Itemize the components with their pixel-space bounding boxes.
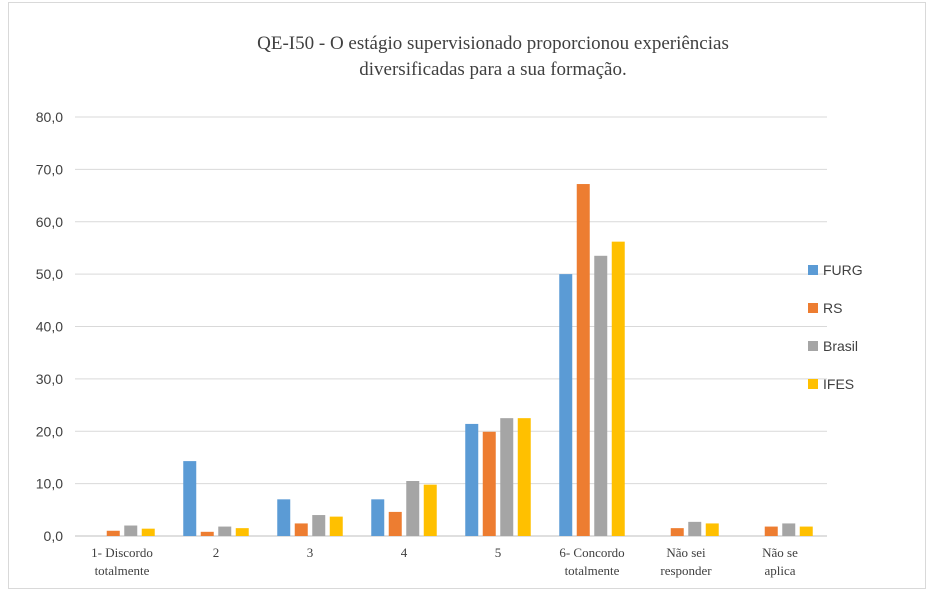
bar-brasil (312, 515, 326, 536)
x-category-label: aplica (764, 563, 795, 578)
bar-furg (559, 274, 573, 536)
bar-brasil (124, 525, 138, 536)
x-category-label: responder (660, 563, 712, 578)
bar-brasil (782, 523, 796, 536)
bar-rs (482, 431, 496, 536)
bar-ifes (141, 528, 155, 536)
bar-ifes (235, 528, 249, 536)
gridlines (75, 116, 827, 537)
legend-label-brasil: Brasil (823, 338, 858, 354)
legend-swatch-furg (808, 265, 818, 275)
bar-brasil (594, 255, 608, 536)
x-category-label: totalmente (95, 563, 150, 578)
y-tick-label: 50,0 (36, 266, 63, 282)
bar-rs (200, 531, 214, 536)
y-tick-label: 10,0 (36, 476, 63, 492)
bar-brasil (218, 526, 232, 536)
legend-swatch-rs (808, 303, 818, 313)
bar-rs (764, 526, 778, 536)
x-category-label: Não se (762, 545, 798, 560)
bar-ifes (423, 484, 437, 536)
legend: FURG RS Brasil IFES (808, 262, 863, 392)
y-tick-label: 0,0 (44, 528, 64, 544)
x-category-label: 2 (213, 545, 220, 560)
bar-furg (183, 461, 197, 536)
y-tick-label: 20,0 (36, 423, 63, 439)
bar-furg (371, 499, 385, 536)
bar-brasil (406, 481, 420, 536)
x-category-label: 4 (401, 545, 408, 560)
bar-rs (388, 511, 402, 536)
legend-label-rs: RS (823, 300, 842, 316)
y-tick-label: 70,0 (36, 161, 63, 177)
bar-ifes (611, 241, 625, 536)
bar-brasil (500, 418, 514, 536)
y-tick-label: 60,0 (36, 214, 63, 230)
x-category-label: 3 (307, 545, 314, 560)
legend-label-furg: FURG (823, 262, 863, 278)
bar-ifes (799, 526, 813, 536)
x-category-label: 5 (495, 545, 502, 560)
chart-title-line-1: QE-I50 - O estágio supervisionado propor… (257, 33, 729, 54)
y-axis-ticks: 0,0 10,0 20,0 30,0 40,0 50,0 60,0 70,0 80,0 (36, 109, 63, 544)
y-tick-label: 40,0 (36, 319, 63, 335)
bar-brasil (688, 521, 702, 536)
bar-chart: QE-I50 - O estágio supervisionado propor… (36, 33, 863, 578)
bar-furg (277, 499, 291, 536)
x-category-label: 6- Concordo (559, 545, 624, 560)
bars (106, 184, 813, 537)
x-category-label: 1- Discordo (91, 545, 153, 560)
legend-swatch-ifes (808, 379, 818, 389)
chart-title-line-2: diversificadas para a sua formação. (359, 59, 626, 80)
bar-ifes (705, 523, 719, 536)
legend-swatch-brasil (808, 341, 818, 351)
x-category-label: totalmente (565, 563, 620, 578)
bar-rs (106, 530, 120, 536)
y-tick-label: 30,0 (36, 371, 63, 387)
bar-rs (670, 528, 684, 536)
legend-label-ifes: IFES (823, 376, 854, 392)
chart-title: QE-I50 - O estágio supervisionado propor… (257, 33, 729, 80)
bar-ifes (329, 516, 343, 536)
bar-rs (294, 523, 308, 536)
bar-furg (465, 423, 479, 536)
x-category-label: Não sei (666, 545, 706, 560)
x-axis-categories: 1- Discordo totalmente 2 3 4 5 6- Concordo tota… (91, 545, 798, 578)
bar-rs (576, 184, 590, 537)
chart-frame: QE-I50 - O estágio supervisionado propor… (8, 2, 926, 589)
y-tick-label: 80,0 (36, 109, 63, 125)
bar-ifes (517, 418, 531, 536)
